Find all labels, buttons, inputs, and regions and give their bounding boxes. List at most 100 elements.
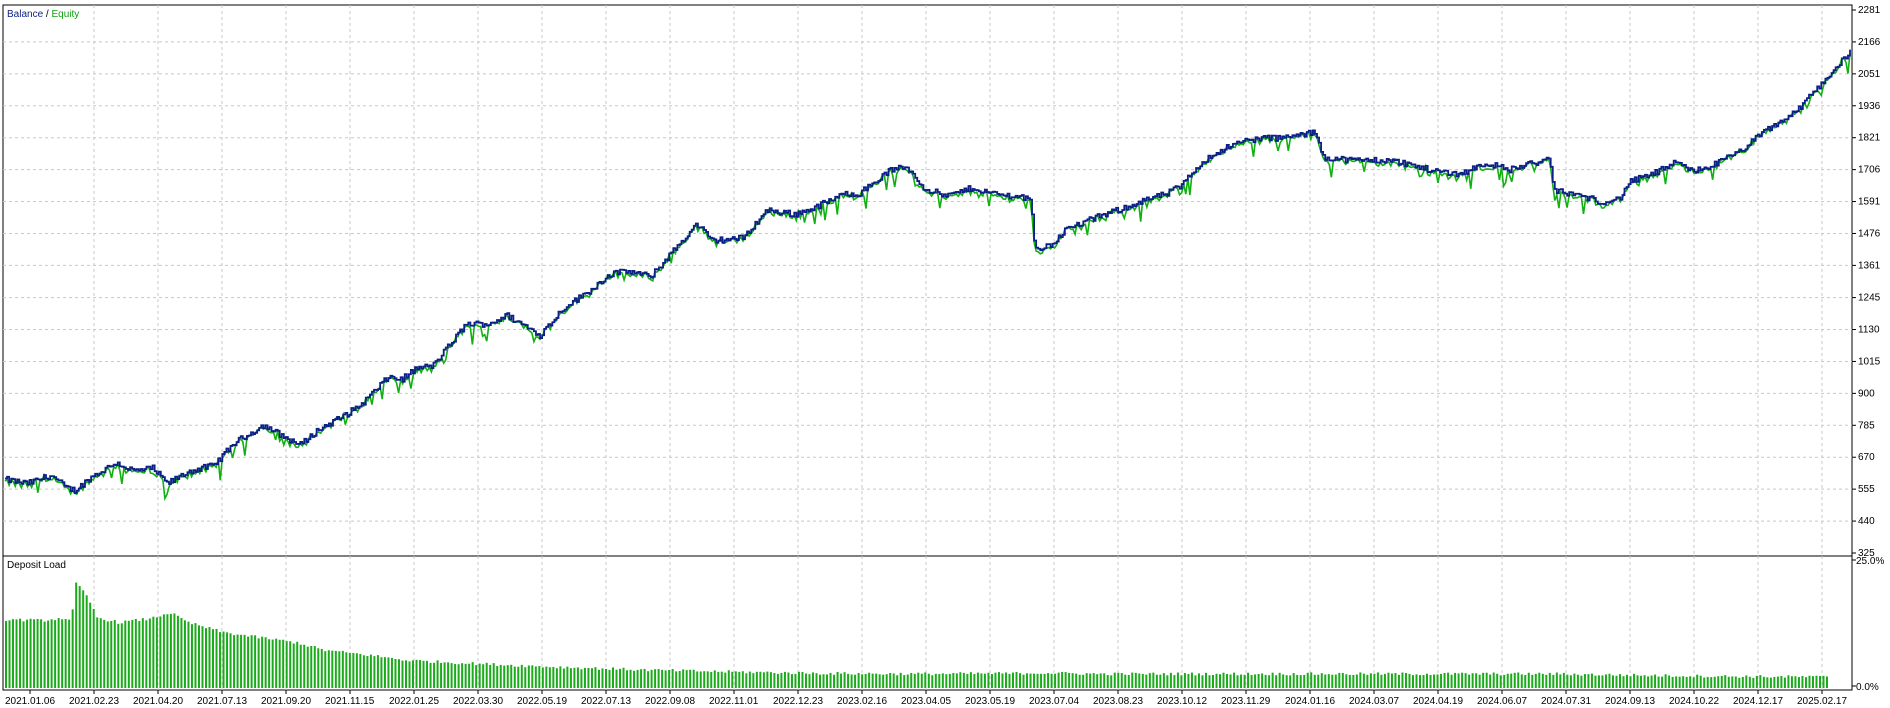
load-bar (1152, 672, 1155, 688)
load-bar (461, 663, 464, 688)
load-bar (1352, 674, 1355, 688)
load-bar (1755, 675, 1758, 688)
load-bar (485, 662, 488, 688)
load-bar (429, 662, 432, 688)
y-tick-label: 1591 (1858, 197, 1881, 208)
load-bar (731, 671, 734, 688)
load-bar (345, 652, 348, 688)
load-bar (1341, 672, 1344, 688)
load-bar (92, 608, 95, 688)
load-bar (1029, 673, 1032, 688)
load-bar (106, 621, 109, 688)
load-bar (534, 666, 537, 688)
load-bar (1636, 675, 1639, 688)
load-bar (675, 671, 678, 688)
load-bar (1450, 674, 1453, 688)
load-bar (685, 670, 688, 688)
load-bar (54, 620, 57, 688)
load-bar (204, 628, 207, 688)
load-bar (682, 669, 685, 688)
load-bar (604, 668, 607, 688)
load-bar (759, 671, 762, 688)
load-bar (783, 671, 786, 688)
load-bar (1071, 673, 1074, 688)
load-bar (1520, 674, 1523, 688)
load-bar (920, 673, 923, 688)
load-bar (1327, 674, 1330, 688)
load-bar (819, 674, 822, 688)
load-bar (840, 673, 843, 688)
load-bar (1818, 675, 1821, 688)
load-bar (983, 673, 986, 688)
load-bar (1794, 676, 1797, 688)
load-bar (780, 672, 783, 688)
load-bar (1124, 674, 1127, 688)
load-bar (524, 667, 527, 688)
load-bar (1664, 674, 1667, 688)
load-bar (1573, 673, 1576, 688)
load-bar (419, 660, 422, 688)
load-bar (1292, 673, 1295, 688)
load-bar (1762, 676, 1765, 688)
load-bar (1240, 674, 1243, 688)
load-bar (264, 637, 267, 688)
load-bar (324, 651, 327, 688)
load-bar (1226, 673, 1229, 688)
load-bar (1640, 675, 1643, 688)
load-bar (1141, 673, 1144, 688)
load-bar (1334, 674, 1337, 688)
load-bar (1057, 672, 1060, 688)
load-bar (541, 667, 544, 688)
load-bar (1243, 674, 1246, 688)
load-bar (1050, 673, 1053, 688)
load-bar (1524, 675, 1527, 688)
load-bar (468, 663, 471, 688)
load-bar (1201, 675, 1204, 688)
load-bar (573, 667, 576, 688)
load-bar (562, 668, 565, 688)
load-bar (134, 618, 137, 688)
load-bar (976, 672, 979, 688)
x-tick-label: 2023.11.29 (1221, 696, 1271, 707)
load-bar (1604, 674, 1607, 688)
load-bar (1776, 676, 1779, 688)
load-bar (650, 669, 653, 688)
load-bar (1289, 675, 1292, 688)
load-bar (1183, 673, 1186, 688)
load-bar (833, 674, 836, 688)
load-bar (548, 667, 551, 688)
load-bar (1811, 676, 1814, 688)
load-bar (1064, 672, 1067, 688)
load-bar (861, 674, 864, 688)
load-bar (1611, 675, 1614, 688)
load-bar (850, 674, 853, 688)
x-tick-label: 2022.07.13 (581, 696, 631, 707)
load-bar (1215, 673, 1218, 688)
load-bar (1180, 675, 1183, 688)
y-tick-label: 1936 (1858, 101, 1881, 112)
load-bar (1166, 675, 1169, 688)
load-bar (155, 617, 158, 688)
load-bar (313, 646, 316, 688)
load-bar (1068, 672, 1071, 688)
x-tick-label: 2025.02.17 (1797, 696, 1847, 707)
legend-equity: Equity (51, 9, 79, 20)
load-bar (1190, 672, 1193, 688)
load-bar (457, 664, 460, 688)
load-bar (797, 671, 800, 688)
x-tick-label: 2024.03.07 (1349, 696, 1399, 707)
load-bar (1576, 674, 1579, 688)
load-bar (503, 665, 506, 688)
x-tick-label: 2022.03.30 (453, 696, 503, 707)
load-bar (8, 620, 11, 688)
load-bar (1457, 673, 1460, 688)
load-bar (1464, 673, 1467, 688)
load-bar (201, 626, 204, 688)
load-bar (222, 631, 225, 688)
load-bar (1682, 676, 1685, 688)
load-bar (1503, 674, 1506, 688)
load-bar (927, 673, 930, 688)
y-tick-label: 1361 (1858, 260, 1881, 271)
legend-separator: / (46, 9, 49, 20)
